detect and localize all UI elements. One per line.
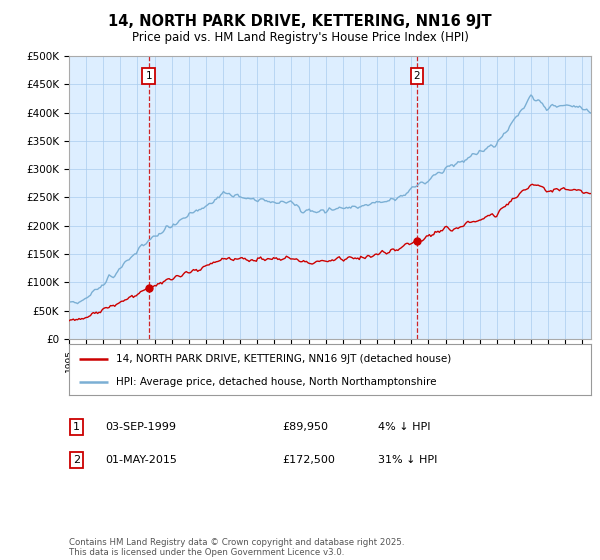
Text: 1: 1 xyxy=(73,422,80,432)
Text: 2: 2 xyxy=(413,71,420,81)
Text: 03-SEP-1999: 03-SEP-1999 xyxy=(105,422,176,432)
Text: 14, NORTH PARK DRIVE, KETTERING, NN16 9JT (detached house): 14, NORTH PARK DRIVE, KETTERING, NN16 9J… xyxy=(116,353,451,363)
Text: 1: 1 xyxy=(146,71,152,81)
Text: 01-MAY-2015: 01-MAY-2015 xyxy=(105,455,177,465)
Text: Contains HM Land Registry data © Crown copyright and database right 2025.
This d: Contains HM Land Registry data © Crown c… xyxy=(69,538,404,557)
Text: 4% ↓ HPI: 4% ↓ HPI xyxy=(378,422,431,432)
Text: HPI: Average price, detached house, North Northamptonshire: HPI: Average price, detached house, Nort… xyxy=(116,377,436,387)
Text: £89,950: £89,950 xyxy=(282,422,328,432)
Text: 14, NORTH PARK DRIVE, KETTERING, NN16 9JT: 14, NORTH PARK DRIVE, KETTERING, NN16 9J… xyxy=(108,14,492,29)
Text: Price paid vs. HM Land Registry's House Price Index (HPI): Price paid vs. HM Land Registry's House … xyxy=(131,31,469,44)
Text: £172,500: £172,500 xyxy=(282,455,335,465)
Text: 31% ↓ HPI: 31% ↓ HPI xyxy=(378,455,437,465)
Text: 2: 2 xyxy=(73,455,80,465)
